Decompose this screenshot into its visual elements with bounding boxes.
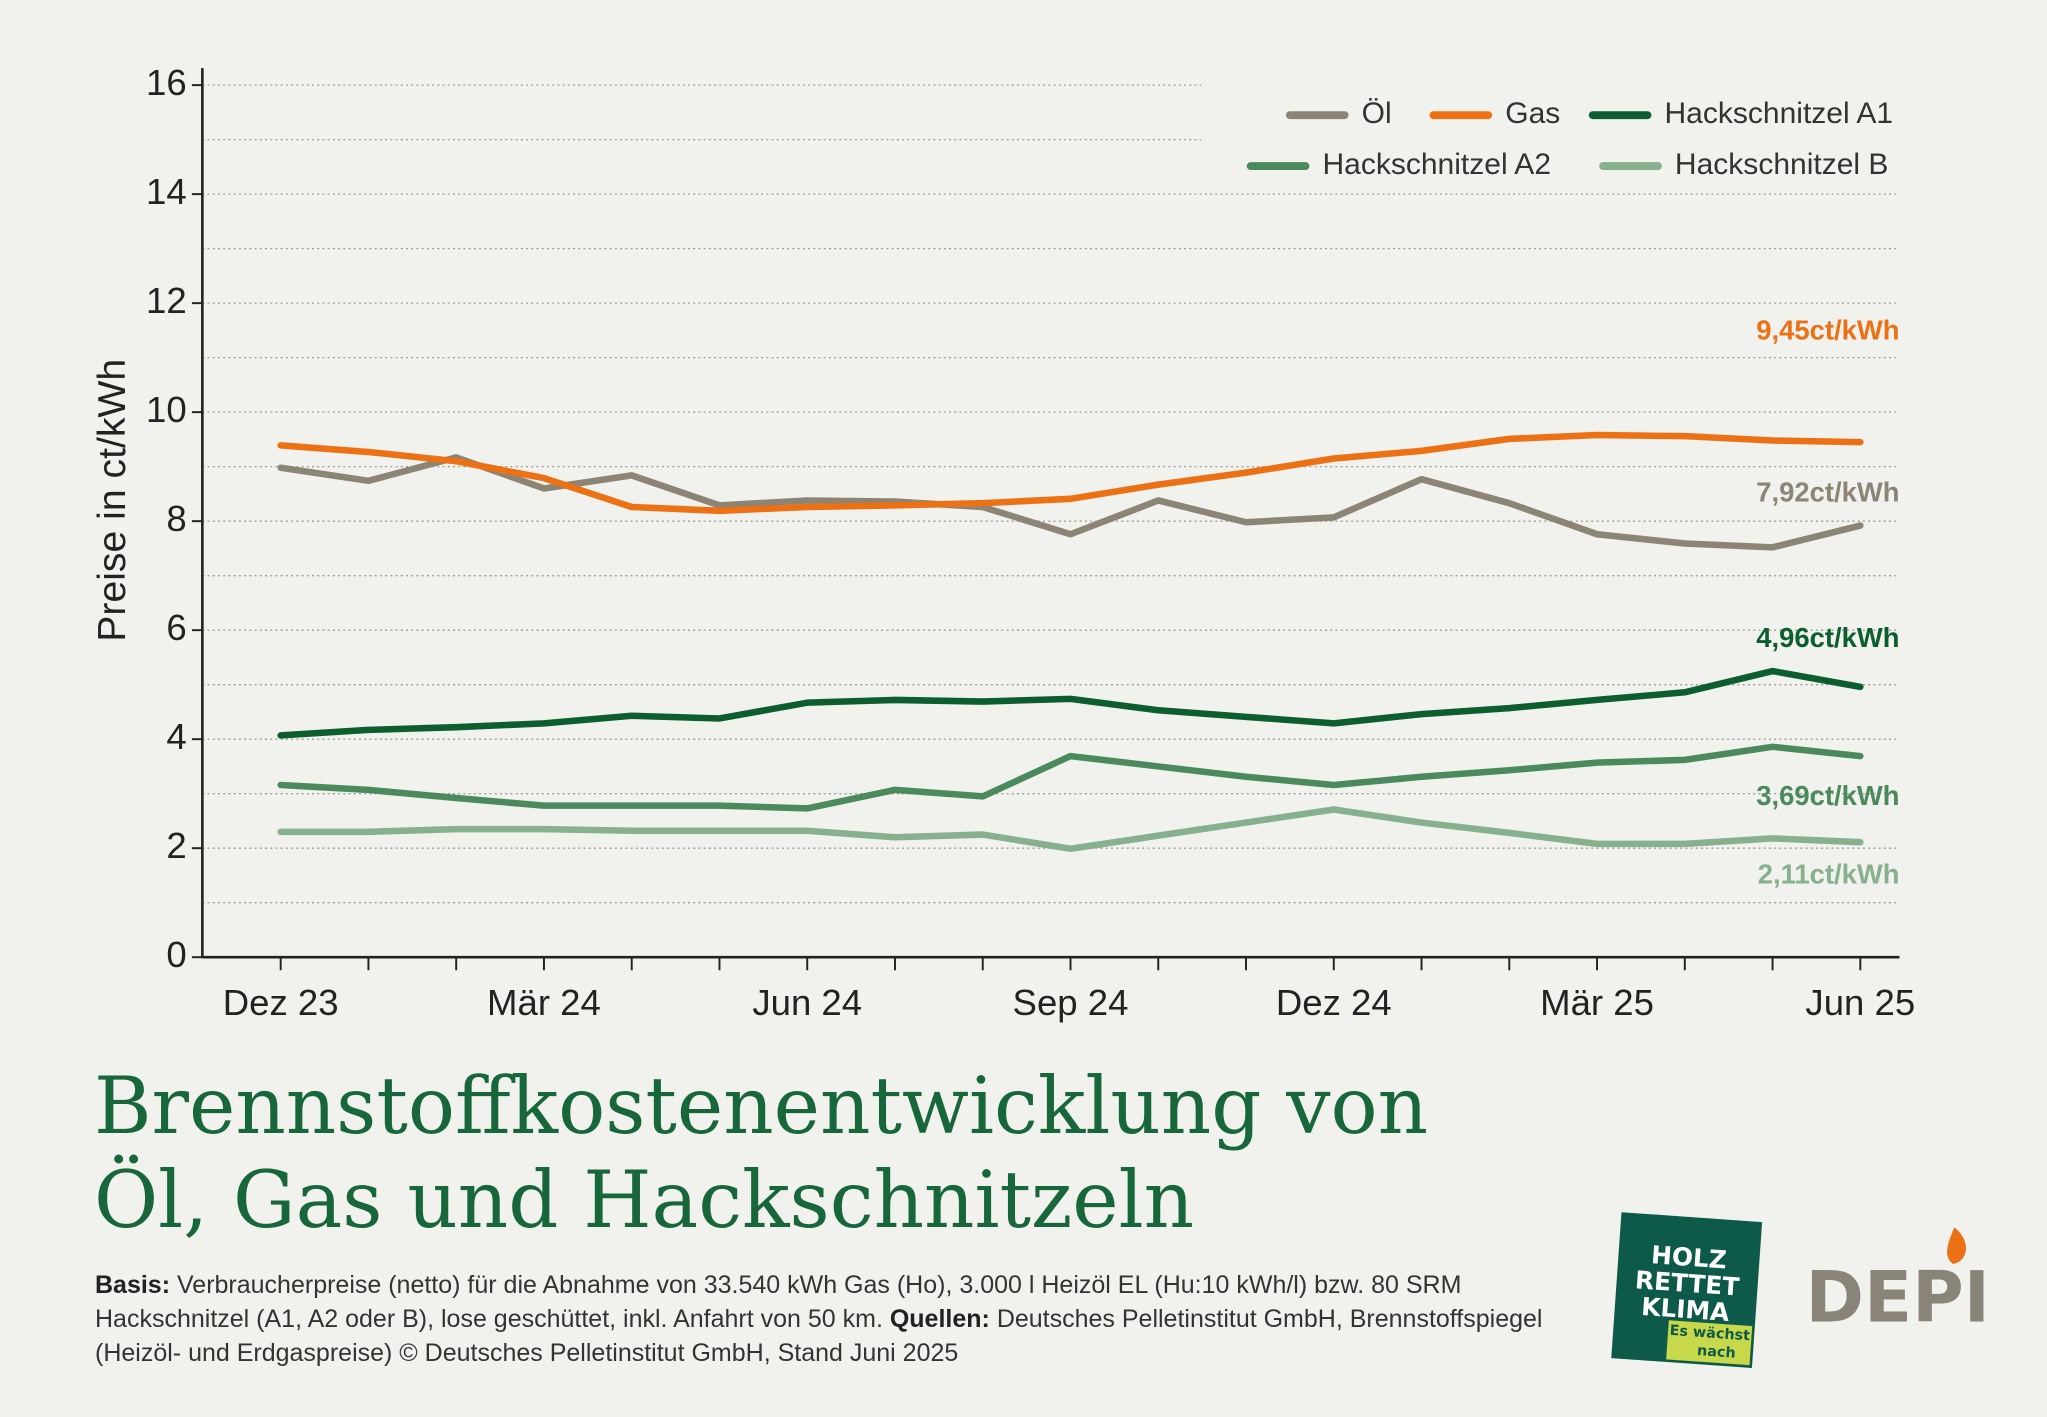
sources-text: Deutsches Pelletinstitut GmbH, Brennstof… xyxy=(95,1305,1543,1367)
logo-tagline: nach xyxy=(1697,1343,1737,1362)
y-tick-label: 12 xyxy=(146,280,187,321)
y-tick-label: 8 xyxy=(166,498,186,539)
x-tick-label: Mär 24 xyxy=(487,982,601,1023)
logo-flame xyxy=(1947,1227,1966,1264)
logo-text: KLIMA xyxy=(1640,1292,1731,1327)
x-tick-label: Mär 25 xyxy=(1540,982,1654,1023)
basis-label: Basis: xyxy=(95,1271,171,1299)
line-series xyxy=(277,454,1864,551)
legend-label: Hackschnitzel A1 xyxy=(1664,97,1893,130)
value-label: 3,69ct/kWh xyxy=(1756,780,1899,811)
y-tick-label: 4 xyxy=(166,716,186,757)
sources-label: Quellen: xyxy=(889,1305,990,1333)
basis-text: Verbraucherpreise (netto) für die Abnahm… xyxy=(95,1271,1462,1333)
line-series xyxy=(277,431,1864,515)
legend-label: Öl xyxy=(1362,97,1392,130)
y-tick-label: 10 xyxy=(146,389,187,430)
chart-title: Öl, Gas und Hackschnitzeln xyxy=(94,1154,1194,1246)
legend-label: Hackschnitzel A2 xyxy=(1322,148,1551,181)
value-label: 4,96ct/kWh xyxy=(1756,622,1899,653)
logo-holz-rettet-klima: HOLZ RETTET KLIMA Es wächst nach xyxy=(1611,1212,1763,1368)
logo-tagline: Es wächst xyxy=(1669,1323,1751,1345)
logo-text: RETTET xyxy=(1634,1265,1740,1301)
legend-label: Gas xyxy=(1505,97,1560,130)
logo-tag-box xyxy=(1666,1320,1753,1366)
y-tick-label: 14 xyxy=(146,171,187,212)
chart-title: Brennstoffkostenentwicklung von xyxy=(94,1061,1428,1152)
line-series xyxy=(277,667,1864,739)
line-series xyxy=(277,806,1864,852)
y-tick-label: 16 xyxy=(146,62,187,103)
y-tick-label: 2 xyxy=(166,825,186,866)
value-label: 2,11ct/kWh xyxy=(1758,858,1900,889)
x-tick-label: Jun 25 xyxy=(1805,982,1915,1023)
logo-depi: DEPI xyxy=(1805,1256,1990,1338)
y-tick-label: 0 xyxy=(166,934,186,975)
value-label: 7,92ct/kWh xyxy=(1756,476,1899,507)
logo-text: HOLZ xyxy=(1650,1240,1727,1274)
x-tick-label: Dez 24 xyxy=(1276,982,1392,1023)
line-series xyxy=(277,743,1864,812)
x-tick-label: Jun 24 xyxy=(752,982,862,1023)
x-tick-label: Sep 24 xyxy=(1013,982,1129,1023)
legend-background xyxy=(1201,81,1907,191)
y-tick-label: 6 xyxy=(166,607,186,648)
footer-note: Basis: Verbraucherpreise (netto) für die… xyxy=(95,1268,1620,1370)
value-label: 9,45ct/kWh xyxy=(1756,315,1899,346)
x-tick-label: Dez 23 xyxy=(223,982,339,1023)
y-axis-label: Preise in ct/kWh xyxy=(91,359,134,642)
legend-label: Hackschnitzel B xyxy=(1675,148,1889,181)
